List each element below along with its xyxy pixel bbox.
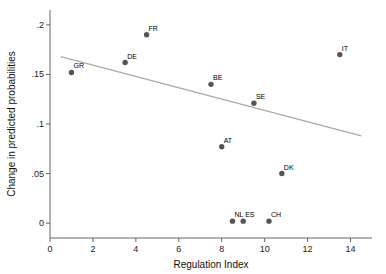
point-label: ES [245, 211, 255, 218]
x-tick-label: 6 [176, 244, 181, 254]
x-tick [92, 238, 93, 242]
x-tick-label: 4 [133, 244, 138, 254]
y-tick-label: .15 [31, 69, 44, 79]
x-tick-label: 14 [346, 244, 356, 254]
x-tick [50, 238, 51, 242]
x-tick-label: 8 [219, 244, 224, 254]
point [251, 100, 256, 105]
point-label: IT [342, 45, 349, 52]
x-tick [178, 238, 179, 242]
y-axis-label: Change in predicted probabilities [6, 51, 17, 197]
point [337, 52, 342, 57]
chart: 0 2 4 6 8 10 12 14 0 .05 .1 .15 .2 Regulation Index Ch… [0, 0, 386, 274]
point [208, 82, 213, 87]
x-tick-label: 2 [90, 244, 95, 254]
y-tick [46, 173, 50, 174]
y-tick [46, 124, 50, 125]
x-tick [307, 238, 308, 242]
x-axis-line [50, 238, 372, 239]
y-tick [46, 24, 50, 25]
y-tick-label: 0 [39, 218, 44, 228]
point [144, 32, 149, 37]
point [69, 70, 74, 75]
point [266, 218, 271, 223]
y-tick [46, 223, 50, 224]
x-tick [350, 238, 351, 242]
y-tick [46, 74, 50, 75]
point-labels: GR FR DE BE AT NLES SE CH DK IT [73, 25, 348, 218]
plot-area [61, 32, 362, 224]
point-label: BE [213, 74, 223, 81]
point [219, 144, 224, 149]
y-tick-label: .2 [36, 20, 44, 30]
x-tick [221, 238, 222, 242]
point [230, 218, 235, 223]
axes: 0 2 4 6 8 10 12 14 0 .05 .1 .15 .2 [31, 10, 372, 254]
x-axis-label: Regulation Index [173, 259, 248, 270]
point-label: NL [234, 211, 243, 218]
x-tick-label: 10 [260, 244, 270, 254]
point-label: FR [149, 25, 158, 32]
point-label: SE [256, 93, 266, 100]
x-tick-label: 0 [47, 244, 52, 254]
y-tick-label: .1 [36, 119, 44, 129]
point-label: DK [284, 164, 294, 171]
point [279, 171, 284, 176]
point-label: GR [73, 62, 84, 69]
x-tick-label: 12 [303, 244, 313, 254]
point-label: DE [127, 53, 137, 60]
x-tick [135, 238, 136, 242]
point-label: CH [271, 211, 281, 218]
point [122, 60, 127, 65]
trendline [61, 57, 362, 136]
point [241, 218, 246, 223]
point-label: AT [224, 137, 233, 144]
x-tick [264, 238, 265, 242]
y-tick-label: .05 [31, 169, 44, 179]
